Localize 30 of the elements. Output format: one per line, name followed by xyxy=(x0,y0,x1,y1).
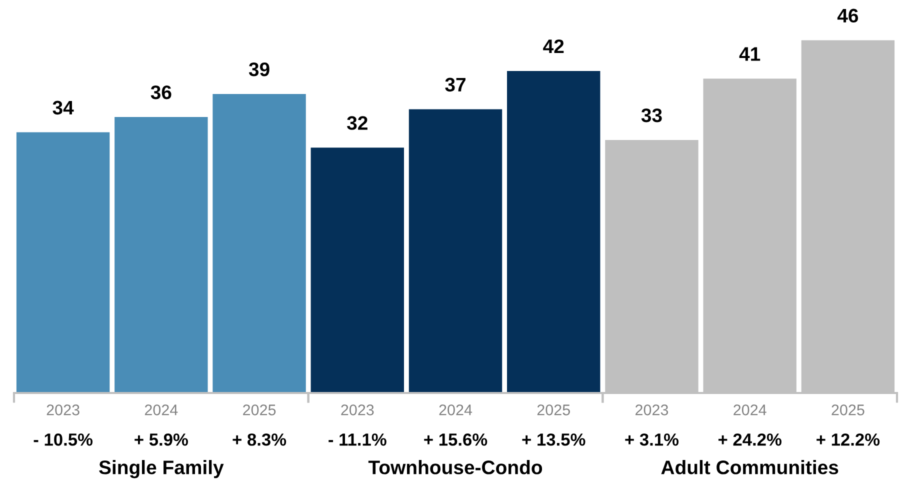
text: - 11.1% xyxy=(328,434,386,446)
x-tick-label: 2025 xyxy=(537,404,570,416)
data-label: 36 xyxy=(150,85,172,100)
x-axis-title: Townhouse-Condo xyxy=(368,460,542,474)
data-label: 32 xyxy=(347,116,368,130)
x-tick-label: 2023 xyxy=(46,404,80,416)
x-tick-label: 2025 xyxy=(832,404,864,416)
data-label: 39 xyxy=(248,62,270,76)
x-tick-label: 2024 xyxy=(144,404,178,416)
data-label: 42 xyxy=(543,39,564,54)
text: + 24.2% xyxy=(718,433,782,446)
text: + 3.1% xyxy=(625,433,679,446)
text: + 8.3% xyxy=(232,433,286,446)
text: + 15.6% xyxy=(424,433,488,446)
x-axis-title: Adult Communities xyxy=(661,460,838,474)
x-tick-label: 2024 xyxy=(439,404,472,416)
data-label: 34 xyxy=(52,100,74,115)
text: + 5.9% xyxy=(134,433,188,446)
x-tick-label: 2024 xyxy=(734,404,766,416)
data-label: 46 xyxy=(837,8,858,23)
x-tick-label: 2025 xyxy=(243,404,276,416)
text: - 10.5% xyxy=(34,433,93,446)
x-axis-title: Single Family xyxy=(99,460,224,478)
data-label: 37 xyxy=(445,78,466,92)
data-label: 41 xyxy=(739,47,760,61)
text: + 12.2% xyxy=(816,433,880,446)
x-tick-label: 2023 xyxy=(341,404,374,416)
data-label: 33 xyxy=(641,108,662,122)
x-tick-label: 2023 xyxy=(636,404,668,416)
text: + 13.5% xyxy=(522,433,586,446)
